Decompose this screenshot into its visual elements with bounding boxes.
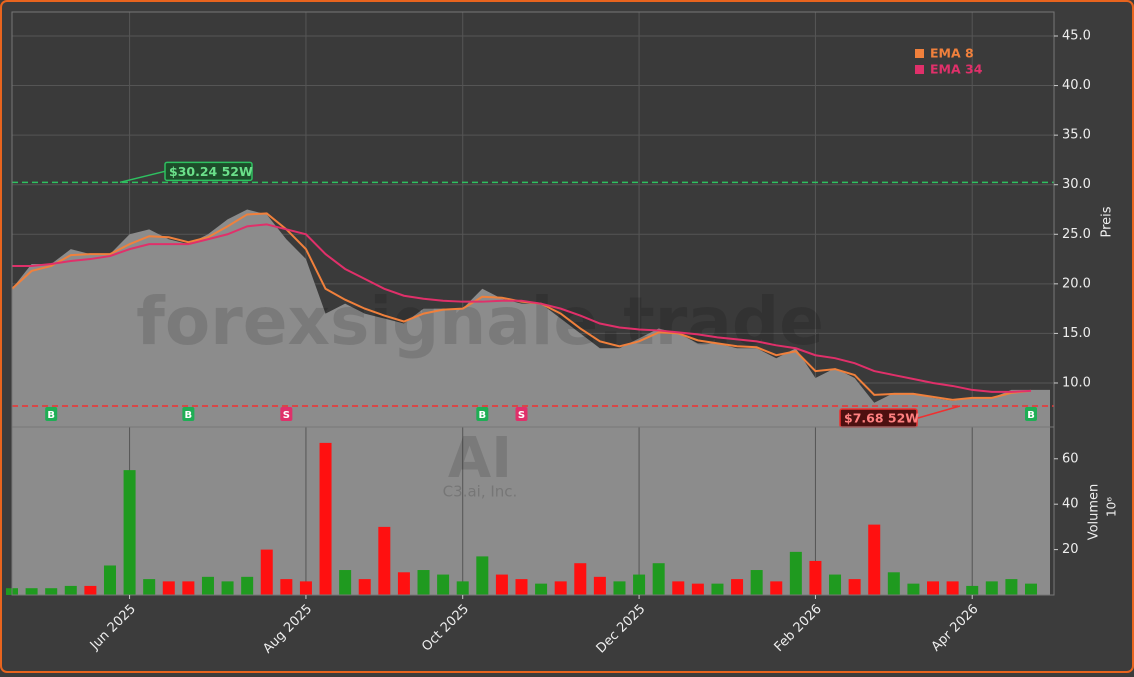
- annotation-arrow: [119, 170, 166, 184]
- y-tick-label: 25.0: [1062, 227, 1091, 242]
- volume-bar: [378, 526, 391, 595]
- volume-bar: [966, 585, 979, 595]
- y-axis-label: Preis: [1100, 206, 1115, 237]
- volume-bar: [731, 579, 744, 595]
- signal-box: [515, 407, 528, 421]
- y2-tick-label: 40: [1062, 497, 1079, 512]
- volume-bar: [339, 570, 352, 595]
- y2-tick-label: 60: [1062, 451, 1079, 466]
- signal-label: B: [478, 410, 486, 421]
- volume-bar: [868, 524, 881, 595]
- signal-label: B: [47, 410, 55, 421]
- volume-bar: [789, 551, 802, 595]
- volume-bar: [162, 581, 175, 595]
- volume-bar: [319, 442, 332, 595]
- signal-box: [182, 407, 195, 421]
- volume-bar: [946, 581, 959, 595]
- volume-bar: [201, 576, 214, 595]
- signal-label: B: [185, 410, 193, 421]
- signal-box: [280, 407, 293, 421]
- volume-bar: [182, 581, 195, 595]
- legend-swatch: [915, 65, 924, 74]
- legend-swatch: [915, 49, 924, 58]
- y-tick-label: 40.0: [1062, 78, 1091, 93]
- volume-bar: [927, 581, 940, 595]
- volume-border: [11, 426, 1055, 596]
- volume-background: [12, 427, 1050, 595]
- volume-bar: [84, 585, 97, 595]
- volume-bar: [593, 576, 606, 595]
- volume-bar: [221, 581, 234, 595]
- volume-bar: [574, 563, 587, 595]
- price-area: [12, 209, 1050, 427]
- volume-bar: [45, 588, 58, 595]
- y-tick-label: 45.0: [1062, 28, 1091, 43]
- y-tick-label: 15.0: [1062, 326, 1091, 341]
- volume-bar: [652, 563, 665, 595]
- signal-label: S: [283, 410, 290, 421]
- y2-axis-label: Volumen: [1087, 484, 1102, 541]
- y2-tick-label: 20: [1062, 542, 1079, 557]
- watermark: forexsignale.trade: [136, 283, 824, 360]
- signal-label: B: [1027, 410, 1035, 421]
- signal-label: S: [518, 410, 525, 421]
- volume-bar: [515, 579, 528, 595]
- volume-bar: [1025, 583, 1037, 595]
- signal-box: [1025, 407, 1037, 421]
- volume-bar: [64, 585, 77, 595]
- volume-bar: [829, 574, 842, 595]
- ema-line: [12, 223, 1032, 393]
- volume-bar: [241, 576, 254, 595]
- volume-bar: [770, 581, 783, 595]
- volume-bar: [123, 470, 136, 595]
- volume-bar: [907, 583, 920, 595]
- y-tick-label: 35.0: [1062, 128, 1091, 143]
- annotation-box: [164, 161, 253, 182]
- legend-label: EMA 8: [930, 46, 974, 61]
- volume-bar: [613, 581, 626, 595]
- y-tick-label: 10.0: [1062, 375, 1091, 390]
- signal-box: [45, 407, 58, 421]
- volume-bar: [887, 572, 900, 595]
- company-watermark: C3.ai, Inc.: [443, 483, 518, 501]
- volume-bar: [417, 570, 430, 595]
- volume-bar: [358, 579, 371, 595]
- volume-bar: [672, 581, 685, 595]
- volume-bar: [691, 583, 704, 595]
- volume-bar: [280, 579, 293, 595]
- annotation-label: $30.24 52W: [169, 164, 253, 179]
- volume-bar: [985, 581, 998, 595]
- volume-bar: [495, 574, 508, 595]
- volume-bar: [456, 581, 469, 595]
- volume-bar: [1005, 579, 1018, 595]
- annotation-arrow: [917, 405, 961, 419]
- volume-bar: [103, 565, 116, 595]
- y-tick-label: 20.0: [1062, 276, 1091, 291]
- volume-bar: [848, 579, 861, 595]
- volume-bar: [260, 549, 273, 595]
- volume-bar: [554, 581, 567, 595]
- volume-bar: [25, 588, 38, 595]
- volume-bar: [437, 574, 450, 595]
- ticker-watermark: AI: [448, 426, 512, 491]
- volume-bar: [299, 581, 312, 595]
- signal-box: [476, 407, 489, 421]
- volume-bar: [476, 556, 489, 595]
- volume-bar: [711, 583, 724, 595]
- volume-bar: [750, 570, 763, 595]
- volume-bar: [809, 560, 822, 595]
- annotation-label: $7.68 52W: [844, 410, 919, 425]
- y-tick-label: 30.0: [1062, 177, 1091, 192]
- volume-bar: [397, 572, 410, 595]
- volume-bar: [143, 579, 156, 595]
- y2-exponent: 10⁶: [1105, 497, 1119, 517]
- legend-label: EMA 34: [930, 62, 983, 77]
- volume-bar: [535, 583, 548, 595]
- volume-bar: [633, 574, 646, 595]
